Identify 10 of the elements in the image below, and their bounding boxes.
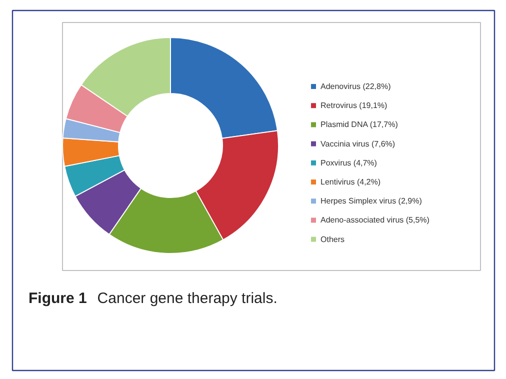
legend-label: Plasmid DNA (17,7%) [320,120,398,130]
legend-label: Lentivirus (4,2%) [320,178,381,186]
legend-label: Vaccinia virus (7,6%) [320,139,396,148]
legend-label: Adeno-associated virus (5,5%) [320,216,430,225]
text: Figure 1 Cancer gene therapy trials. [28,290,278,307]
legend-label: Adenovirus (22,8%) [320,82,392,91]
legend-label: Others [320,234,345,244]
legend-label: Herpes Simplex virus (2,9%) [320,196,422,206]
legend-label: Retrovirus (19,1%) [320,101,388,110]
legend-label: Poxvirus (4,7%) [320,158,378,168]
